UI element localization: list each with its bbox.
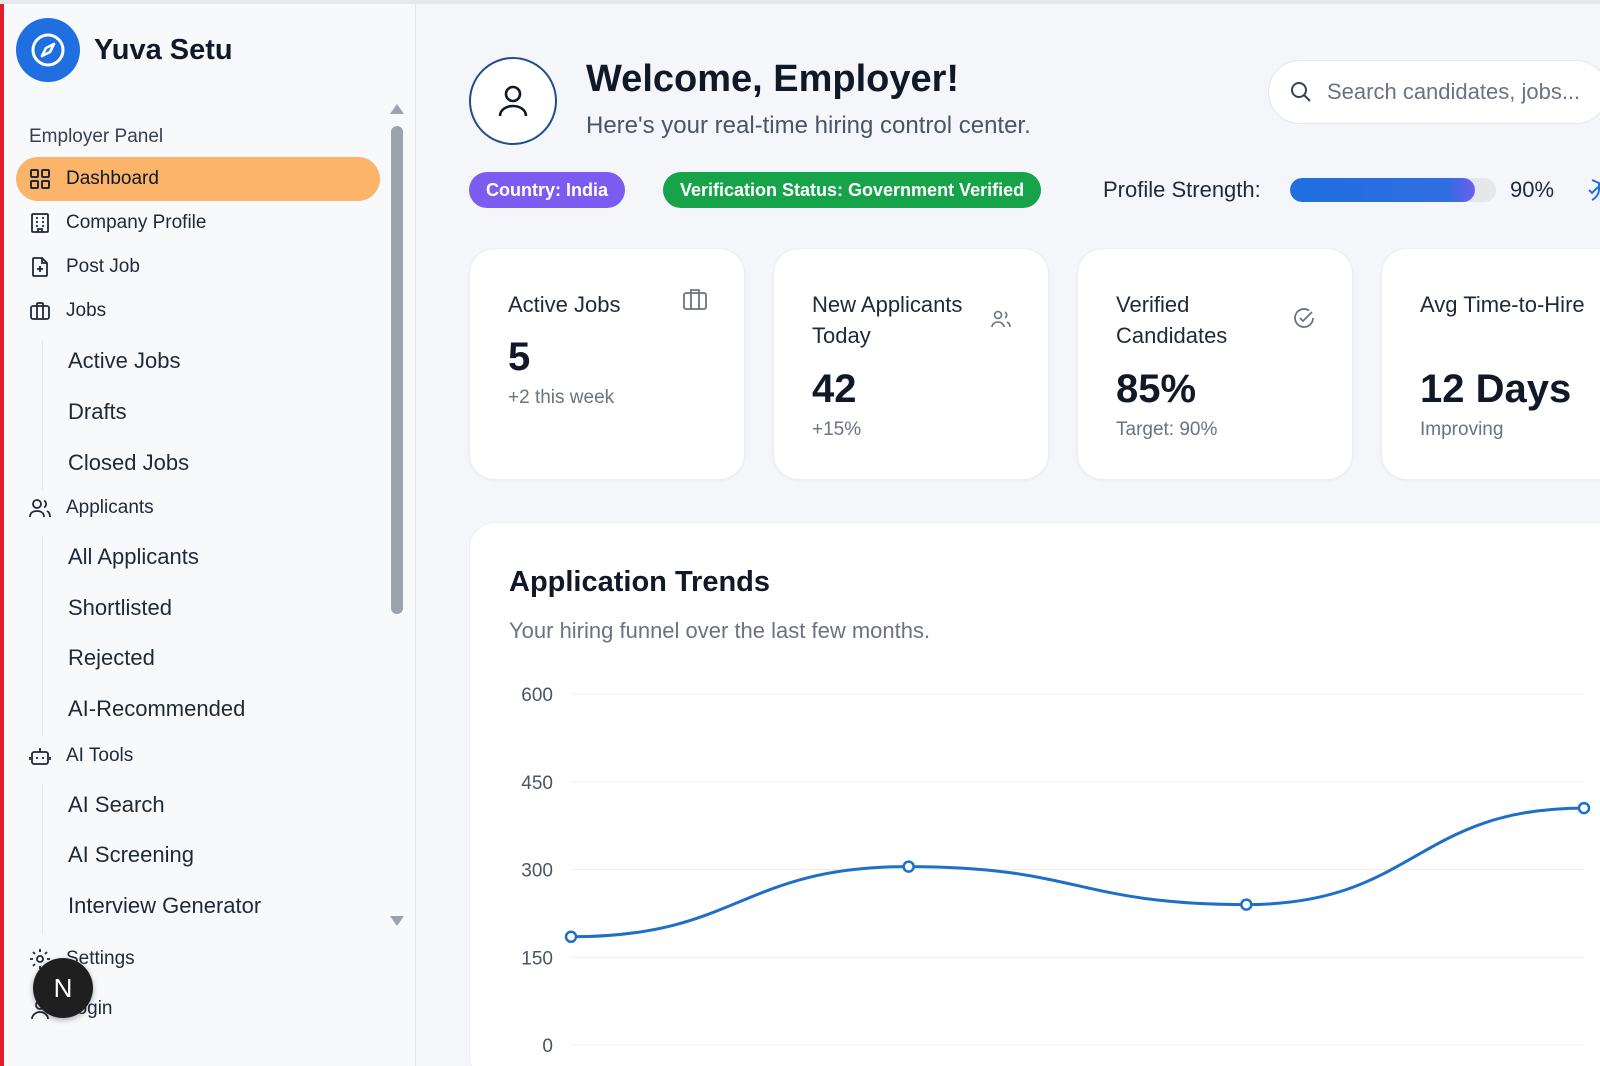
application-trends-panel: [469, 522, 1600, 1066]
sidebar-item-company-profile[interactable]: Company Profile: [16, 201, 380, 245]
briefcase-icon: [683, 289, 707, 310]
stat-title: Active Jobs: [508, 292, 621, 317]
dashboard-grid-icon: [28, 167, 52, 191]
sidebar-item-applicants[interactable]: Applicants: [16, 486, 380, 530]
chart-subtitle: Your hiring funnel over the last few mon…: [509, 618, 931, 643]
profile-strength-value: 90%: [1510, 177, 1555, 202]
scroll-up-arrow-icon[interactable]: [390, 104, 404, 114]
sub-item-active-jobs[interactable]: Active Jobs: [68, 348, 181, 373]
stat-sub: +2 this week: [508, 387, 615, 408]
search-placeholder: Search candidates, jobs...: [1327, 79, 1581, 104]
sidebar-item-jobs[interactable]: Jobs: [16, 289, 380, 333]
sub-item-drafts[interactable]: Drafts: [68, 399, 127, 424]
stat-card-active-jobs[interactable]: Active Jobs 5 +2 this week: [469, 248, 745, 480]
sub-item-interview-generator[interactable]: Interview Generator: [68, 893, 262, 918]
stat-value: 85%: [1116, 367, 1197, 411]
shield-check-icon: [1588, 179, 1600, 201]
stat-title: Avg Time-to-Hire: [1420, 292, 1585, 317]
sidebar-item-label: Company Profile: [66, 212, 207, 233]
stat-card-new-applicants[interactable]: New Applicants Today 42 +15%: [773, 248, 1049, 480]
y-tick-label: 0: [542, 1036, 553, 1057]
chart-title: Application Trends: [509, 566, 771, 598]
sidebar-item-label: Post Job: [66, 256, 140, 277]
sidebar-item-label: Settings: [66, 948, 135, 969]
y-tick-label: 300: [521, 861, 553, 882]
sidebar-item-post-job[interactable]: Post Job: [16, 245, 380, 289]
y-tick-label: 600: [521, 685, 553, 706]
brand-name: Yuva Setu: [94, 33, 233, 66]
sub-item-ai-screening[interactable]: AI Screening: [68, 842, 194, 867]
data-point[interactable]: [902, 860, 915, 873]
sub-item-rejected[interactable]: Rejected: [68, 645, 155, 670]
window-edge: [0, 0, 4, 1066]
stat-card-verified-candidates[interactable]: Verified Candidates 85% Target: 90%: [1077, 248, 1353, 480]
sidebar-item-label: Jobs: [66, 300, 107, 321]
sub-item-all-applicants[interactable]: All Applicants: [68, 544, 199, 569]
profile-strength-label: Profile Strength:: [1103, 177, 1261, 202]
data-point[interactable]: [564, 930, 578, 944]
scroll-thumb[interactable]: [391, 126, 403, 614]
scroll-down-arrow-icon[interactable]: [390, 916, 404, 926]
y-tick-label: 450: [521, 773, 553, 794]
page-title: Welcome, Employer!: [586, 58, 960, 100]
brand[interactable]: Yuva Setu: [16, 18, 233, 82]
sub-item-ai-search[interactable]: AI Search: [68, 792, 165, 817]
ai-sub-divider: [42, 784, 43, 934]
panel-label: Employer Panel: [29, 126, 164, 147]
stat-value: 5: [508, 335, 531, 379]
robot-icon: [28, 744, 52, 768]
stat-value: 42: [812, 367, 857, 411]
sidebar-item-label: Applicants: [66, 497, 154, 518]
stat-sub: Target: 90%: [1116, 419, 1218, 440]
stat-sub: Improving: [1420, 419, 1504, 440]
sidebar-item-label: AI Tools: [66, 745, 134, 766]
stat-title: New Applicants Today: [812, 292, 963, 348]
data-point[interactable]: [1577, 801, 1591, 815]
users-icon: [28, 496, 52, 520]
sub-item-shortlisted[interactable]: Shortlisted: [68, 595, 172, 620]
sub-item-ai-recommended[interactable]: AI-Recommended: [68, 696, 246, 721]
window-top-edge: [0, 0, 1600, 4]
y-tick-label: 150: [521, 948, 553, 969]
sidebar-item-ai-tools[interactable]: AI Tools: [16, 734, 380, 778]
stat-value: 12 Days: [1420, 367, 1572, 411]
check-circle-icon: [1294, 308, 1314, 328]
sidebar: Yuva Setu Employer Panel Dashboard Compa…: [4, 4, 416, 1066]
stat-title: Verified Candidates: [1116, 292, 1228, 348]
stat-card-avg-time-to-hire[interactable]: Avg Time-to-Hire 12 Days Improving: [1381, 248, 1600, 480]
search-input[interactable]: Search candidates, jobs...: [1268, 60, 1600, 124]
profile-strength-bar: [1290, 178, 1496, 202]
jobs-sub-divider: [42, 340, 43, 490]
series-line: [570, 806, 1585, 939]
floating-avatar-button[interactable]: N: [33, 958, 93, 1018]
profile-strength-fill: [1290, 178, 1476, 202]
application-trends-chart[interactable]: 600 450 300 150 0: [469, 660, 1600, 1066]
applicants-sub-divider: [42, 536, 43, 736]
page-subtitle: Here's your real-time hiring control cen…: [586, 112, 1031, 139]
compass-logo-icon: [16, 18, 80, 82]
data-point[interactable]: [1240, 898, 1253, 911]
search-icon: [1291, 82, 1311, 102]
sidebar-item-label: Dashboard: [66, 168, 159, 189]
file-plus-icon: [28, 255, 52, 279]
verification-badge: Verification Status: Government Verified: [663, 172, 1042, 208]
building-icon: [28, 211, 52, 235]
country-badge: Country: India: [469, 172, 625, 208]
briefcase-icon: [28, 299, 52, 323]
sub-item-closed-jobs[interactable]: Closed Jobs: [68, 450, 190, 475]
sidebar-scrollbar[interactable]: [388, 100, 404, 926]
stat-sub: +15%: [812, 419, 862, 440]
profile-avatar[interactable]: [469, 57, 557, 145]
user-icon: [498, 85, 528, 117]
sidebar-item-dashboard[interactable]: Dashboard: [16, 157, 380, 201]
users-icon: [991, 310, 1011, 328]
